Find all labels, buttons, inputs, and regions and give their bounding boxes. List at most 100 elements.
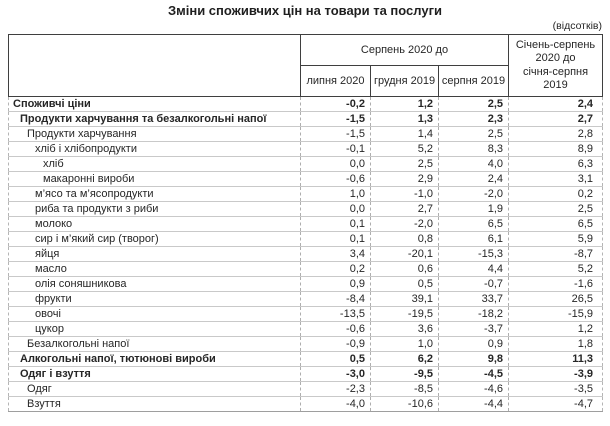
row-value: -0,6 [300,321,371,337]
row-value: 2,7 [508,111,604,127]
row-value: -3,7 [437,321,509,337]
unit-note: (відсотків) [552,20,602,32]
row-value: -3,5 [508,381,604,397]
table-row: Алкогольні напої, тютюнові вироби 0,5 6,2 9… [8,351,604,367]
row-value: 11,3 [508,351,604,367]
row-value: -2,0 [437,186,509,202]
row-value: 9,8 [437,351,509,367]
row-label: Взуття [8,396,301,412]
table-row: масло 0,2 0,6 4,4 5,2 [8,261,604,277]
row-value: 26,5 [508,291,604,307]
row-label: Споживчі ціни [8,96,301,112]
row-label: Безалкогольні напої [8,336,301,352]
row-value: -2,0 [370,216,439,232]
row-value: -13,5 [300,306,371,322]
row-value: 2,5 [437,96,509,112]
row-value: 4,4 [437,261,509,277]
row-label: Одяг і взуття [8,366,301,382]
row-value: -8,5 [370,381,439,397]
table-row: сир і м’який сир (творог) 0,1 0,8 6,1 5,9 [8,231,604,247]
table-body: Споживчі ціни -0,2 1,2 2,5 2,4 Продукти харчу… [8,96,604,412]
row-label: овочі [8,306,301,322]
row-value: -4,7 [508,396,604,412]
row-value: 2,3 [437,111,509,127]
row-value: -2,3 [300,381,371,397]
table-row: фрукти -8,4 39,1 33,7 26,5 [8,291,604,307]
row-value: -18,2 [437,306,509,322]
header-last-column: Січень-серпень 2020 до січня-серпня 2019 [508,34,604,97]
row-value: 0,6 [370,261,439,277]
row-value: 6,1 [437,231,509,247]
row-value: -9,5 [370,366,439,382]
row-value: 0,1 [300,216,371,232]
row-value: -3,9 [508,366,604,382]
row-value: -1,6 [508,276,604,292]
row-value: -0,9 [300,336,371,352]
row-value: -4,0 [300,396,371,412]
row-label: яйця [8,246,301,262]
row-label: олія соняшникова [8,276,301,292]
row-value: -0,1 [300,141,371,157]
row-label: макаронні вироби [8,171,301,187]
row-value: -0,6 [300,171,371,187]
row-value: 2,9 [370,171,439,187]
row-value: 6,5 [508,216,604,232]
header-empty-cell [8,34,301,97]
row-value: 3,1 [508,171,604,187]
row-value: 5,9 [508,231,604,247]
row-value: 0,0 [300,201,371,217]
row-label: хліб [8,156,301,172]
row-value: -0,2 [300,96,371,112]
table-row: Взуття -4,0 -10,6 -4,4 -4,7 [8,396,604,412]
row-value: 1,3 [370,111,439,127]
table-row: хліб і хлібопродукти -0,1 5,2 8,3 8,9 [8,141,604,157]
row-label: Алкогольні напої, тютюнові вироби [8,351,301,367]
row-label: сир і м’який сир (творог) [8,231,301,247]
table-header: Серпень 2020 до Січень-серпень 2020 до с… [8,34,604,97]
row-value: 33,7 [437,291,509,307]
row-label: Продукти харчування [8,126,301,142]
table-row: Одяг -2,3 -8,5 -4,6 -3,5 [8,381,604,397]
row-value: 2,8 [508,126,604,142]
row-value: 6,5 [437,216,509,232]
row-value: 5,2 [370,141,439,157]
table-row: овочі -13,5 -19,5 -18,2 -15,9 [8,306,604,322]
row-label: Одяг [8,381,301,397]
row-value: 1,2 [508,321,604,337]
table-row: Продукти харчування та безалкогольні нап… [8,111,604,127]
row-value: -19,5 [370,306,439,322]
row-value: -15,3 [437,246,509,262]
row-value: 3,4 [300,246,371,262]
row-value: -4,6 [437,381,509,397]
table-row: олія соняшникова 0,9 0,5 -0,7 -1,6 [8,276,604,292]
row-label: масло [8,261,301,277]
row-value: -8,7 [508,246,604,262]
row-label: цукор [8,321,301,337]
row-value: -10,6 [370,396,439,412]
row-value: 1,0 [370,336,439,352]
row-value: 8,3 [437,141,509,157]
row-value: -15,9 [508,306,604,322]
row-value: 1,4 [370,126,439,142]
header-sub-column-dec2019: грудня 2019 [370,65,439,97]
table-row: цукор -0,6 3,6 -3,7 1,2 [8,321,604,337]
page-title: Зміни споживчих цін на товари та послуги [167,3,443,18]
table-row: хліб 0,0 2,5 4,0 6,3 [8,156,604,172]
row-value: -0,7 [437,276,509,292]
table-row: яйця 3,4 -20,1 -15,3 -8,7 [8,246,604,262]
row-value: -4,4 [437,396,509,412]
row-value: 1,0 [300,186,371,202]
row-value: -4,5 [437,366,509,382]
row-value: 5,2 [508,261,604,277]
row-label: Продукти харчування та безалкогольні нап… [8,111,301,127]
row-value: 39,1 [370,291,439,307]
row-value: -1,0 [370,186,439,202]
header-sub-column-july2020: липня 2020 [300,65,371,97]
row-label: фрукти [8,291,301,307]
header-row-sub: липня 2020 грудня 2019 серпня 2019 [9,65,603,97]
row-value: -3,0 [300,366,371,382]
row-value: 0,9 [300,276,371,292]
table-row: м’ясо та м’ясопродукти 1,0 -1,0 -2,0 0,2 [8,186,604,202]
row-value: 0,1 [300,231,371,247]
